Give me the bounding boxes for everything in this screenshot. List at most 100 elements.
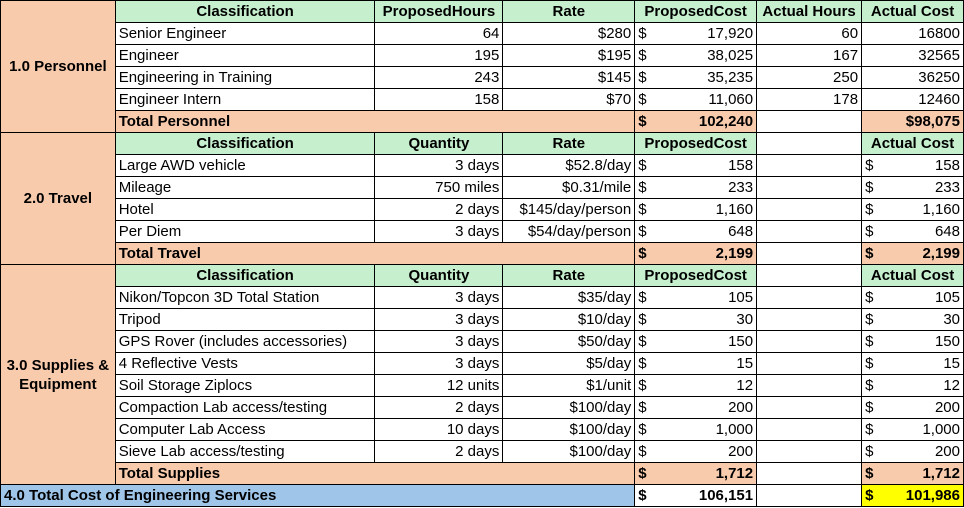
cell-classification[interactable]: Tripod [114,308,376,331]
cell-empty[interactable] [756,176,863,199]
total-label[interactable]: Total Supplies [114,462,636,485]
cell-rate[interactable]: $52.8/day [502,154,636,177]
cell-proposed-cost[interactable]: $158 [634,154,758,177]
cell-rate[interactable]: $100/day [502,396,636,419]
cell-proposed-cost[interactable]: $233 [634,176,758,199]
column-header[interactable]: Actual Cost [861,0,964,23]
total-proposed-cost[interactable]: $102,240 [634,110,758,133]
cell-actual-hours[interactable]: 60 [756,22,863,45]
total-actual-cost[interactable]: $2,199 [861,242,964,265]
cell-empty[interactable] [756,286,863,309]
cell-actual-cost[interactable]: $158 [861,154,964,177]
cell-classification[interactable]: GPS Rover (includes accessories) [114,330,376,353]
cell-actual-cost[interactable]: $233 [861,176,964,199]
cell-quantity[interactable]: 3 days [374,286,504,309]
cell-classification[interactable]: Sieve Lab access/testing [114,440,376,463]
total-actual-cost[interactable]: $1,712 [861,462,964,485]
column-header[interactable]: ProposedHours [374,0,504,23]
cell-empty[interactable] [756,198,863,221]
cell-empty[interactable] [756,308,863,331]
cell-classification[interactable]: 4 Reflective Vests [114,352,376,375]
cell-proposed-cost[interactable]: $105 [634,286,758,309]
cell-empty[interactable] [756,396,863,419]
cell-rate[interactable]: $100/day [502,418,636,441]
cell-proposed-hours[interactable]: 64 [374,22,504,45]
grand-total-label[interactable]: 4.0 Total Cost of Engineering Services [0,484,636,507]
column-header[interactable]: Classification [114,132,376,155]
total-proposed-cost[interactable]: $2,199 [634,242,758,265]
column-header[interactable]: Classification [114,264,376,287]
cell-quantity[interactable]: 2 days [374,198,504,221]
cell-empty[interactable] [756,132,863,155]
cell-rate[interactable]: $10/day [502,308,636,331]
column-header[interactable]: Actual Cost [861,264,964,287]
cell-rate[interactable]: $145/day/person [502,198,636,221]
column-header[interactable]: Quantity [374,264,504,287]
cell-quantity[interactable]: 12 units [374,374,504,397]
grand-total-proposed-cost[interactable]: $106,151 [634,484,758,507]
grand-total-actual-cost[interactable]: $101,986 [861,484,964,507]
cell-classification[interactable]: Engineering in Training [114,66,376,89]
cell-proposed-cost[interactable]: $11,060 [634,88,758,111]
cell-empty[interactable] [756,264,863,287]
cell-actual-cost[interactable]: $200 [861,440,964,463]
cell-proposed-cost[interactable]: $150 [634,330,758,353]
total-label[interactable]: Total Personnel [114,110,636,133]
cell-rate[interactable]: $100/day [502,440,636,463]
cell-empty[interactable] [756,374,863,397]
total-proposed-cost[interactable]: $1,712 [634,462,758,485]
cell-actual-hours[interactable]: 167 [756,44,863,67]
cell-proposed-hours[interactable]: 243 [374,66,504,89]
column-header[interactable]: Rate [502,264,636,287]
cell-empty[interactable] [756,484,863,507]
cell-classification[interactable]: Engineer Intern [114,88,376,111]
cell-actual-cost[interactable]: $30 [861,308,964,331]
cell-empty[interactable] [756,242,863,265]
cell-quantity[interactable]: 750 miles [374,176,504,199]
cell-classification[interactable]: Compaction Lab access/testing [114,396,376,419]
cell-actual-cost[interactable]: 36250 [861,66,964,89]
cell-proposed-cost[interactable]: $1,160 [634,198,758,221]
total-actual-cost[interactable]: $98,075 [861,110,964,133]
cell-classification[interactable]: Per Diem [114,220,376,243]
cell-quantity[interactable]: 2 days [374,396,504,419]
cell-proposed-cost[interactable]: $1,000 [634,418,758,441]
column-header[interactable]: Actual Hours [756,0,863,23]
cell-actual-cost[interactable]: 16800 [861,22,964,45]
cell-proposed-hours[interactable]: 158 [374,88,504,111]
cell-classification[interactable]: Large AWD vehicle [114,154,376,177]
column-header[interactable]: ProposedCost [634,132,758,155]
column-header[interactable]: Rate [502,0,636,23]
cell-actual-hours[interactable]: 250 [756,66,863,89]
cell-empty[interactable] [756,352,863,375]
cell-actual-cost[interactable]: 32565 [861,44,964,67]
cell-quantity[interactable]: 10 days [374,418,504,441]
cell-quantity[interactable]: 3 days [374,330,504,353]
cell-actual-cost[interactable]: $1,160 [861,198,964,221]
cell-actual-cost[interactable]: $1,000 [861,418,964,441]
cell-empty[interactable] [756,418,863,441]
cell-empty[interactable] [756,462,863,485]
cell-empty[interactable] [756,110,863,133]
cell-rate[interactable]: $5/day [502,352,636,375]
cell-proposed-cost[interactable]: $35,235 [634,66,758,89]
column-header[interactable]: Classification [114,0,376,23]
cell-rate[interactable]: $1/unit [502,374,636,397]
section-label-supplies[interactable]: 3.0 Supplies & Equipment [0,264,116,485]
cell-actual-cost[interactable]: $15 [861,352,964,375]
cell-actual-cost[interactable]: $200 [861,396,964,419]
cell-proposed-cost[interactable]: $15 [634,352,758,375]
cell-classification[interactable]: Computer Lab Access [114,418,376,441]
cell-quantity[interactable]: 3 days [374,308,504,331]
cell-proposed-cost[interactable]: $12 [634,374,758,397]
cell-classification[interactable]: Hotel [114,198,376,221]
total-label[interactable]: Total Travel [114,242,636,265]
cell-proposed-cost[interactable]: $30 [634,308,758,331]
cell-proposed-cost[interactable]: $17,920 [634,22,758,45]
cell-actual-cost[interactable]: 12460 [861,88,964,111]
cell-rate[interactable]: $54/day/person [502,220,636,243]
cell-proposed-cost[interactable]: $38,025 [634,44,758,67]
cell-empty[interactable] [756,440,863,463]
cell-actual-cost[interactable]: $150 [861,330,964,353]
column-header[interactable]: Rate [502,132,636,155]
